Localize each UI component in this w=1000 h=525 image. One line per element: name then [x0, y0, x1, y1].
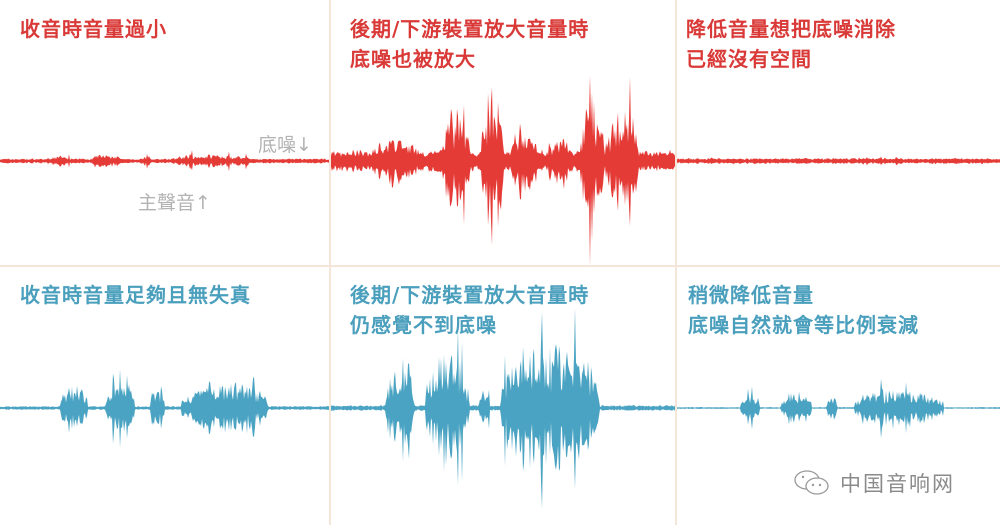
waveform-shape: [0, 150, 330, 172]
main-sound-label: 主聲音↑: [138, 192, 211, 214]
panel-top-right: 降低音量想把底噪消除 已經沒有空間: [676, 0, 1000, 266]
noise-floor-label: 底噪↓: [258, 134, 312, 156]
panel-title: 收音時音量過小: [20, 17, 167, 41]
waveform: [676, 378, 1000, 438]
wechat-icon: [794, 470, 829, 495]
watermark-text: 中国音响网: [840, 472, 955, 496]
panel-title: 收音時音量足夠且無失真: [20, 283, 251, 307]
panel-bottom-middle: 後期/下游裝置放大音量時 仍感覺不到底噪: [330, 266, 676, 525]
panel-title: 後期/下游裝置放大音量時 仍感覺不到底噪: [350, 283, 590, 337]
waveform: [330, 307, 676, 509]
panel-bottom-right: 稍微降低音量 底噪自然就會等比例衰減: [676, 266, 1000, 525]
panel-title: 降低音量想把底噪消除 已經沒有空間: [686, 17, 896, 71]
watermark: 中国音响网: [792, 468, 955, 498]
waveform: [0, 369, 330, 448]
waveform: [0, 150, 330, 172]
waveform-shape: [676, 378, 1000, 438]
panel-bottom-left: 收音時音量足夠且無失真: [0, 266, 330, 525]
waveform: [676, 156, 1000, 166]
divider: [675, 0, 677, 525]
panel-title: 稍微降低音量 底噪自然就會等比例衰減: [688, 283, 919, 337]
panel-top-left: 收音時音量過小: [0, 0, 330, 266]
divider: [329, 0, 331, 525]
panel-top-middle: 後期/下游裝置放大音量時 底噪也被放大: [330, 0, 676, 266]
waveform-shape: [330, 307, 676, 509]
panel-title: 後期/下游裝置放大音量時 底噪也被放大: [350, 17, 590, 71]
waveform-shape: [676, 156, 1000, 166]
divider: [0, 265, 1000, 267]
waveform: [330, 75, 676, 266]
waveform-shape: [330, 75, 676, 266]
waveform-shape: [0, 369, 330, 448]
